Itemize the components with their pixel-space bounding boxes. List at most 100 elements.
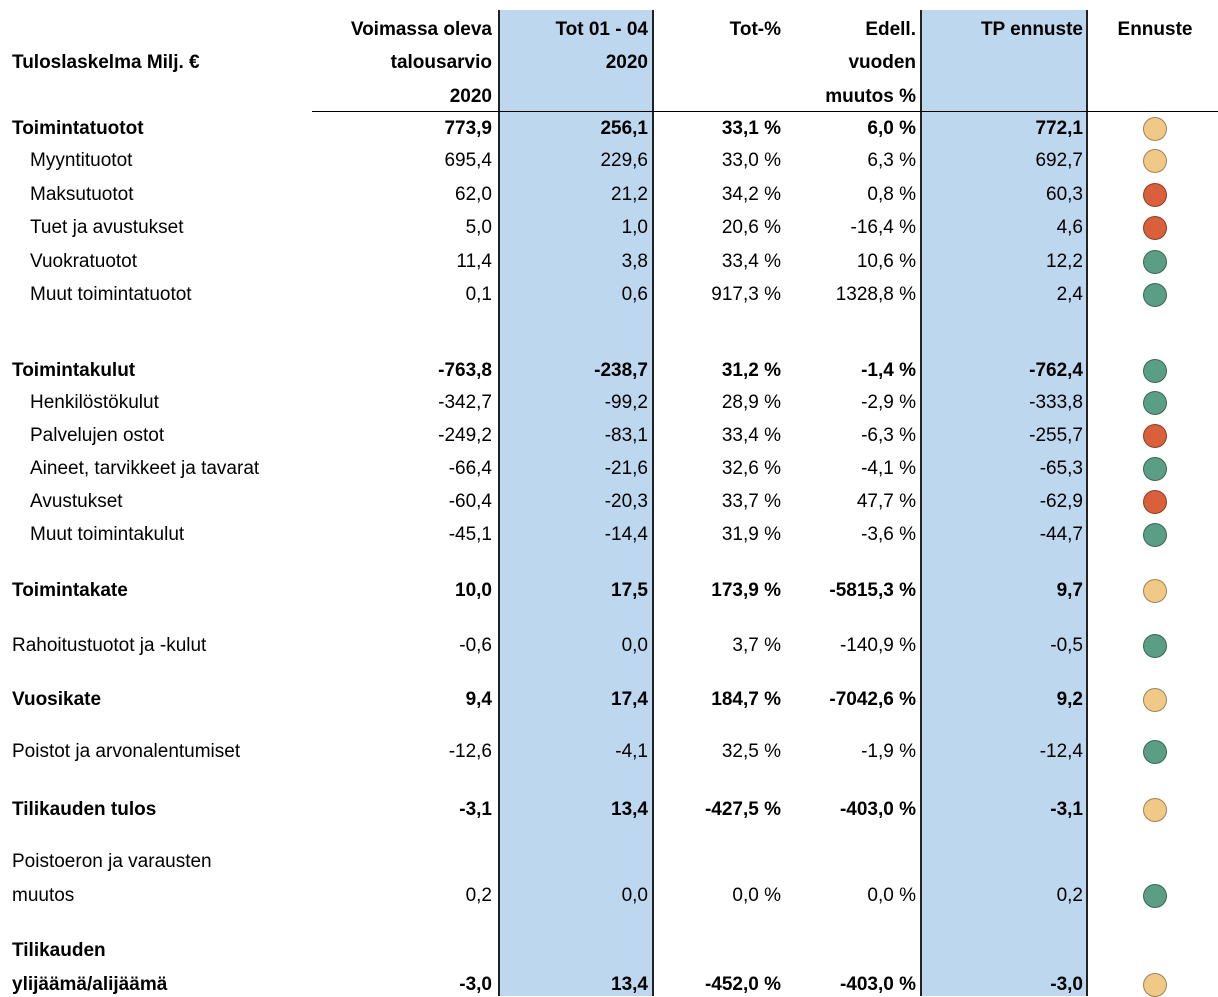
row-label: Palvelujen ostot [30, 425, 165, 446]
cell-value: -255,7 [1029, 425, 1083, 446]
cell-value: -3,1 [1050, 799, 1083, 820]
cell-value: 33,1 % [721, 118, 781, 139]
column-header: vuoden [848, 52, 916, 73]
cell-value: -1,4 % [861, 360, 916, 381]
cell-value: -763,8 [438, 360, 492, 381]
row-label: Muut toimintatuotot [30, 284, 192, 305]
cell-value: -403,0 % [839, 974, 916, 995]
header-rule [312, 111, 1218, 112]
cell-value: -12,4 [1039, 741, 1083, 762]
status-indicator [1143, 523, 1167, 547]
cell-value: -14,4 [604, 524, 648, 545]
cell-value: -5815,3 % [829, 580, 916, 601]
table-title: Tuloslaskelma Milj. € [12, 52, 200, 73]
row-label: Tilikauden [12, 940, 106, 961]
row-label: Muut toimintakulut [30, 524, 185, 545]
cell-value: -16,4 % [850, 217, 916, 238]
cell-value: 9,7 [1056, 580, 1083, 601]
cell-value: -2,9 % [861, 392, 916, 413]
cell-value: -427,5 % [704, 799, 781, 820]
cell-value: 11,4 [456, 251, 492, 272]
cell-value: 0,0 % [732, 885, 781, 906]
cell-value: -99,2 [604, 392, 648, 413]
cell-value: 33,4 % [721, 251, 781, 272]
cell-value: 34,2 % [721, 184, 781, 205]
row-label: Aineet, tarvikkeet ja tavarat [30, 458, 260, 479]
status-indicator [1143, 149, 1167, 173]
column-header: Voimassa oleva [350, 19, 492, 40]
cell-value: 2,4 [1056, 284, 1083, 305]
cell-value: 1328,8 % [835, 284, 916, 305]
cell-value: -4,1 [615, 741, 648, 762]
cell-value: 31,2 % [721, 360, 781, 381]
row-label: Tilikauden tulos [12, 799, 157, 820]
cell-value: -3,6 % [861, 524, 916, 545]
cell-value: 20,6 % [721, 217, 781, 238]
status-indicator [1143, 457, 1167, 481]
cell-value: 12,2 [1046, 251, 1083, 272]
cell-value: -20,3 [604, 491, 648, 512]
cell-value: -3,1 [459, 799, 492, 820]
cell-value: 9,4 [465, 689, 492, 710]
status-indicator [1143, 798, 1167, 822]
column-header: Ennuste [1117, 19, 1193, 40]
cell-value: 33,0 % [721, 150, 781, 171]
status-indicator [1143, 634, 1167, 658]
cell-value: 773,9 [444, 118, 492, 139]
row-label: Henkilöstökulut [30, 392, 159, 413]
cell-value: -21,6 [604, 458, 648, 479]
cell-value: -3,0 [1050, 974, 1083, 995]
row-label: Toimintakate [12, 580, 128, 601]
cell-value: 0,6 [621, 284, 648, 305]
cell-value: -403,0 % [839, 799, 916, 820]
cell-value: 60,3 [1046, 184, 1083, 205]
cell-value: -0,6 [459, 635, 492, 656]
cell-value: -452,0 % [704, 974, 781, 995]
cell-value: -12,6 [448, 741, 492, 762]
cell-value: 3,7 % [732, 635, 781, 656]
cell-value: 917,3 % [711, 284, 781, 305]
status-indicator [1143, 117, 1167, 141]
row-label: Avustukset [30, 491, 123, 512]
cell-value: 173,9 % [711, 580, 781, 601]
cell-value: 13,4 [611, 974, 648, 995]
cell-value: 10,6 % [856, 251, 916, 272]
cell-value: -4,1 % [861, 458, 916, 479]
cell-value: 17,4 [611, 689, 648, 710]
column-header: muutos % [825, 86, 916, 107]
column-header: Tot 01 - 04 [555, 19, 648, 40]
cell-value: 32,5 % [721, 741, 781, 762]
status-indicator [1143, 490, 1167, 514]
cell-value: -7042,6 % [829, 689, 916, 710]
cell-value: -45,1 [448, 524, 492, 545]
status-indicator [1143, 973, 1167, 997]
column-header: Tot-% [729, 19, 781, 40]
highlight-column [920, 10, 1088, 996]
row-label: ylijäämä/alijäämä [12, 974, 168, 995]
cell-value: 0,2 [465, 885, 492, 906]
status-indicator [1143, 391, 1167, 415]
cell-value: -6,3 % [861, 425, 916, 446]
cell-value: -342,7 [438, 392, 492, 413]
cell-value: -1,9 % [861, 741, 916, 762]
row-label: Toimintakulut [12, 360, 136, 381]
cell-value: 229,6 [600, 150, 648, 171]
row-label: muutos [12, 885, 75, 906]
cell-value: -60,4 [448, 491, 492, 512]
cell-value: 256,1 [600, 118, 648, 139]
cell-value: 17,5 [611, 580, 648, 601]
column-header: talousarvio [390, 52, 492, 73]
cell-value: -65,3 [1039, 458, 1083, 479]
cell-value: 6,0 % [867, 118, 916, 139]
cell-value: -249,2 [438, 425, 492, 446]
cell-value: 0,2 [1056, 885, 1083, 906]
cell-value: -44,7 [1039, 524, 1083, 545]
row-label: Poistoeron ja varausten [12, 851, 212, 872]
row-label: Tuet ja avustukset [30, 217, 184, 238]
cell-value: 62,0 [455, 184, 492, 205]
cell-value: 692,7 [1035, 150, 1083, 171]
status-indicator [1143, 740, 1167, 764]
column-header: 2020 [449, 86, 492, 107]
cell-value: -3,0 [459, 974, 492, 995]
